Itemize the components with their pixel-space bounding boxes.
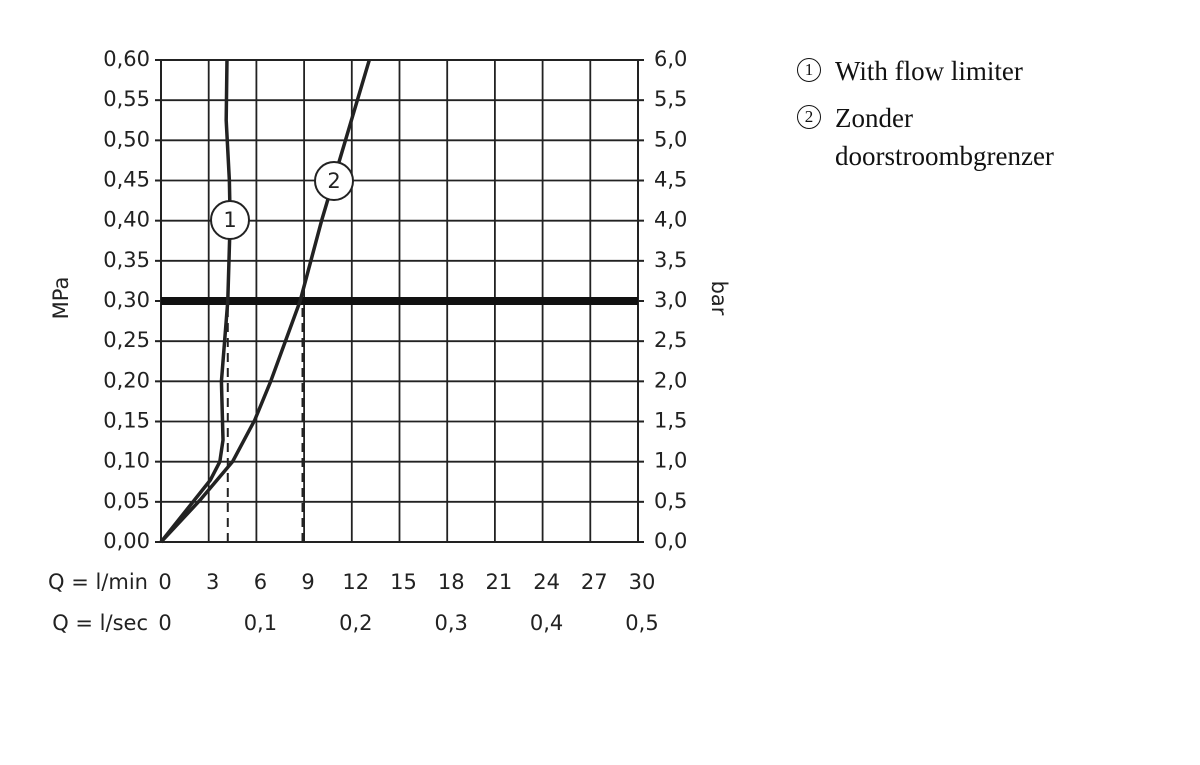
y2-tick-label: 3,0 — [654, 288, 687, 312]
x-tick-label: 21 — [486, 570, 513, 594]
y-tick-label: 0,20 — [103, 368, 150, 392]
legend-text: With flow limiter — [835, 56, 1023, 86]
curve-label: 2 — [327, 169, 340, 193]
y-tick-label: 0,60 — [103, 47, 150, 71]
x2-tick-label: 0,5 — [625, 611, 658, 635]
y-tick-label: 0,50 — [103, 127, 150, 151]
legend-item: 1 With flow limiter — [795, 52, 1115, 90]
curve-label-circle — [210, 200, 250, 240]
x-tick-label: 30 — [629, 570, 656, 594]
x2-tick-label: 0,3 — [434, 611, 467, 635]
y-axis-label: MPa — [49, 277, 73, 320]
legend-marker: 1 — [797, 58, 821, 82]
x-tick-label: 18 — [438, 570, 465, 594]
x2-tick-label: 0,4 — [530, 611, 563, 635]
y-tick-label: 0,45 — [103, 168, 150, 192]
y2-tick-label: 6,0 — [654, 47, 687, 71]
y2-tick-label: 4,5 — [654, 168, 687, 192]
x-tick-label: 24 — [533, 570, 560, 594]
y-tick-label: 0,55 — [103, 87, 150, 111]
y2-tick-label: 5,0 — [654, 127, 687, 151]
x-tick-label: 27 — [581, 570, 608, 594]
x-tick-label: 15 — [390, 570, 417, 594]
x-axis-label: Q = l/min — [48, 570, 148, 594]
x-tick-label: 3 — [206, 570, 219, 594]
x2-tick-label: 0 — [158, 611, 171, 635]
y-tick-label: 0,00 — [103, 529, 150, 553]
x-tick-label: 0 — [158, 570, 171, 594]
y2-tick-label: 1,0 — [654, 449, 687, 473]
x2-axis-label: Q = l/sec — [52, 611, 148, 635]
x2-tick-label: 0,2 — [339, 611, 372, 635]
y2-tick-label: 1,5 — [654, 409, 687, 433]
y2-tick-label: 0,5 — [654, 489, 687, 513]
y2-tick-label: 4,0 — [654, 208, 687, 232]
y2-tick-label: 5,5 — [654, 87, 687, 111]
series-line — [159, 59, 232, 544]
legend-item: 2 Zonder doorstroombgrenzer — [795, 99, 1115, 175]
y2-axis-label: bar — [707, 281, 731, 316]
x-tick-label: 9 — [301, 570, 314, 594]
y2-tick-label: 0,0 — [654, 529, 687, 553]
x-tick-label: 12 — [342, 570, 369, 594]
y2-tick-label: 3,5 — [654, 248, 687, 272]
y-tick-label: 0,40 — [103, 208, 150, 232]
y2-tick-label: 2,5 — [654, 328, 687, 352]
legend-marker: 2 — [797, 105, 821, 129]
y-tick-label: 0,15 — [103, 409, 150, 433]
curve-label: 1 — [223, 208, 236, 232]
y-tick-label: 0,35 — [103, 248, 150, 272]
y-tick-label: 0,05 — [103, 489, 150, 513]
legend-text: Zonder doorstroombgrenzer — [835, 103, 1054, 171]
y-tick-label: 0,30 — [103, 288, 150, 312]
x2-tick-label: 0,1 — [244, 611, 277, 635]
y2-tick-label: 2,0 — [654, 368, 687, 392]
x-tick-label: 6 — [254, 570, 267, 594]
curve-label-circle — [314, 161, 354, 201]
y-tick-label: 0,10 — [103, 449, 150, 473]
y-tick-label: 0,25 — [103, 328, 150, 352]
